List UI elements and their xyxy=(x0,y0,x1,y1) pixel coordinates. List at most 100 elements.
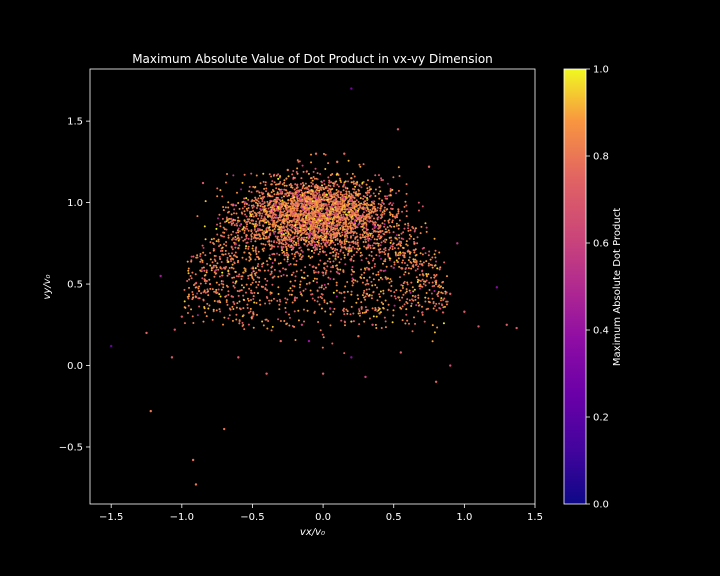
scatter-point xyxy=(325,207,328,210)
scatter-point xyxy=(350,87,353,90)
scatter-point xyxy=(394,236,397,239)
scatter-point xyxy=(419,280,422,283)
scatter-point xyxy=(379,269,382,272)
scatter-point xyxy=(225,216,228,219)
scatter-point xyxy=(280,192,283,195)
scatter-point xyxy=(357,192,360,195)
scatter-point xyxy=(325,196,328,199)
scatter-point xyxy=(382,289,385,292)
scatter-point xyxy=(438,302,441,305)
scatter-point xyxy=(395,234,398,237)
scatter-point xyxy=(366,202,369,205)
scatter-point xyxy=(301,192,304,195)
scatter-point xyxy=(393,261,396,264)
scatter-point xyxy=(265,372,268,375)
scatter-point xyxy=(299,195,302,198)
scatter-point xyxy=(271,265,274,268)
scatter-point xyxy=(348,207,351,210)
scatter-point xyxy=(359,197,362,200)
scatter-point xyxy=(305,209,308,212)
scatter-point xyxy=(353,175,356,178)
scatter-point xyxy=(363,296,366,299)
scatter-point xyxy=(251,232,254,235)
scatter-point xyxy=(187,272,190,275)
scatter-point xyxy=(261,231,264,234)
scatter-point xyxy=(250,204,253,207)
scatter-point xyxy=(311,197,314,200)
scatter-point xyxy=(271,325,274,328)
scatter-point xyxy=(336,234,339,237)
x-tick-label: −0.5 xyxy=(240,512,264,523)
x-tick-label: −1.0 xyxy=(170,512,194,523)
scatter-point xyxy=(344,242,347,245)
scatter-point xyxy=(323,250,326,253)
scatter-point xyxy=(244,213,247,216)
scatter-point xyxy=(294,279,297,282)
scatter-point xyxy=(285,229,288,232)
scatter-point xyxy=(291,210,294,213)
scatter-point xyxy=(405,288,408,291)
scatter-point xyxy=(323,192,326,195)
x-axis-ticks: −1.5 −1.0 −0.5 0.0 0.5 1.0 1.5 xyxy=(99,504,543,523)
scatter-point xyxy=(226,274,229,277)
scatter-point xyxy=(295,213,298,216)
scatter-point xyxy=(428,281,431,284)
scatter-point xyxy=(278,215,281,218)
scatter-point xyxy=(302,212,305,215)
scatter-point xyxy=(359,192,362,195)
scatter-point xyxy=(226,173,229,176)
scatter-point xyxy=(224,249,227,252)
scatter-point xyxy=(332,200,335,203)
scatter-point xyxy=(350,290,353,293)
scatter-point xyxy=(291,192,294,195)
scatter-point xyxy=(332,226,335,229)
scatter-point xyxy=(226,259,229,262)
scatter-point xyxy=(240,289,243,292)
scatter-point xyxy=(303,191,306,194)
scatter-point xyxy=(341,205,344,208)
scatter-point xyxy=(350,210,353,213)
scatter-point xyxy=(272,200,275,203)
scatter-point xyxy=(296,232,299,235)
scatter-point xyxy=(279,339,282,343)
scatter-point xyxy=(304,203,307,206)
scatter-point xyxy=(204,282,207,285)
scatter-point xyxy=(314,152,318,155)
scatter-point xyxy=(192,255,195,258)
scatter-point xyxy=(354,227,357,230)
scatter-point xyxy=(321,346,324,349)
scatter-point xyxy=(292,271,295,274)
scatter-point xyxy=(209,287,212,290)
scatter-point xyxy=(350,268,353,271)
scatter-point xyxy=(286,223,289,226)
scatter-point xyxy=(416,242,419,245)
scatter-point xyxy=(439,266,442,269)
scatter-point xyxy=(343,296,346,299)
scatter-point xyxy=(364,268,367,271)
scatter-point xyxy=(360,219,363,222)
scatter-point xyxy=(350,320,353,323)
scatter-point xyxy=(397,208,400,211)
scatter-point xyxy=(325,193,328,196)
scatter-point xyxy=(292,204,295,207)
scatter-point xyxy=(356,241,359,244)
scatter-point xyxy=(203,289,206,292)
scatter-point xyxy=(436,267,439,270)
colorbar-tick-label: 0.4 xyxy=(593,326,609,337)
scatter-point xyxy=(383,209,386,212)
scatter-point xyxy=(419,232,422,235)
scatter-point xyxy=(397,247,400,250)
scatter-point xyxy=(301,250,304,253)
scatter-point xyxy=(272,223,275,226)
scatter-point xyxy=(408,289,411,292)
scatter-point xyxy=(259,207,262,210)
scatter-point xyxy=(444,290,447,293)
scatter-point xyxy=(425,226,428,229)
scatter-point xyxy=(314,167,317,170)
scatter-point xyxy=(376,217,379,220)
scatter-point xyxy=(421,311,424,314)
scatter-point xyxy=(398,276,401,279)
scatter-point xyxy=(435,302,438,305)
scatter-point xyxy=(335,284,338,287)
scatter-point xyxy=(260,215,263,218)
